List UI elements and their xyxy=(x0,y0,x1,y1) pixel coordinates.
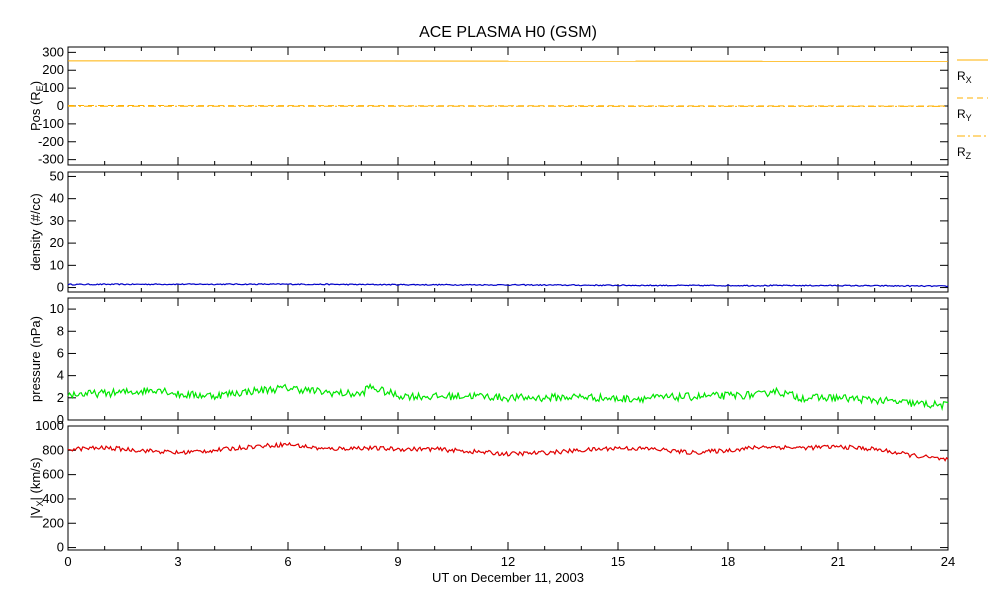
y-tick-label: 8 xyxy=(57,323,64,338)
x-tick-label: 0 xyxy=(64,554,71,569)
panel-frame xyxy=(67,171,949,293)
x-tick-label: 9 xyxy=(394,554,401,569)
y-tick-label: 100 xyxy=(42,80,64,95)
x-tick-label: 21 xyxy=(831,554,845,569)
panel-3: 0 2 4 6 8 10 pressure (nPa) xyxy=(28,297,949,427)
x-axis-title: UT on December 11, 2003 xyxy=(432,570,584,585)
panel-4: 0 200 400 600 800 1000 |VX| (km/s) 0 3 6 9 12 15 18 21… xyxy=(28,418,955,569)
legend-label: RX xyxy=(957,69,972,85)
y-tick-label: 20 xyxy=(50,235,64,250)
y-tick-label: 800 xyxy=(42,442,64,457)
series-line xyxy=(67,283,949,288)
y-tick-label: 0 xyxy=(57,412,64,427)
y-tick-label: 600 xyxy=(42,467,64,482)
y-tick-label: 0 xyxy=(57,540,64,555)
y-tick-label: -100 xyxy=(38,116,64,131)
panel-2: 0 10 20 30 40 50 density (#/cc) xyxy=(28,168,949,295)
y-axis-title: density (#/cc) xyxy=(28,193,43,270)
y-tick-label: -300 xyxy=(38,152,64,167)
y-tick-label: 200 xyxy=(42,515,64,530)
y-tick-label: 40 xyxy=(50,191,64,206)
y-tick-label: -200 xyxy=(38,134,64,149)
y-tick-label: 30 xyxy=(50,213,64,228)
y-tick-label: 6 xyxy=(57,345,64,360)
y-tick-label: 2 xyxy=(57,390,64,405)
y-tick-label: 1000 xyxy=(35,418,64,433)
y-tick-label: 0 xyxy=(57,98,64,113)
x-tick-label: 15 xyxy=(611,554,625,569)
legend-label: RZ xyxy=(957,145,972,161)
y-axis-title: |VX| (km/s) xyxy=(28,457,45,518)
x-tick-label: 12 xyxy=(501,554,515,569)
panel-1: -300 -200 -100 0 100 200 300 Pos (RE) RX RY RZ xyxy=(28,44,988,167)
y-tick-label: 200 xyxy=(42,62,64,77)
y-tick-label: 0 xyxy=(57,280,64,295)
y-tick-label: 300 xyxy=(42,44,64,59)
y-tick-label: 10 xyxy=(50,257,64,272)
y-tick-label: 4 xyxy=(57,368,64,383)
chart-title: ACE PLASMA H0 (GSM) xyxy=(419,24,597,41)
x-tick-label: 24 xyxy=(941,554,955,569)
series-line-y xyxy=(67,105,949,107)
y-axis-title: Pos (RE) xyxy=(28,81,45,131)
legend-label: RY xyxy=(957,107,972,123)
series-line xyxy=(67,382,949,412)
y-tick-label: 50 xyxy=(50,168,64,183)
y-tick-label: 10 xyxy=(50,301,64,316)
y-axis-title: pressure (nPa) xyxy=(28,316,43,402)
series-line xyxy=(67,441,949,462)
x-tick-label: 18 xyxy=(721,554,735,569)
y-tick-label: 400 xyxy=(42,491,64,506)
x-tick-label: 3 xyxy=(174,554,181,569)
x-tick-label: 6 xyxy=(284,554,291,569)
